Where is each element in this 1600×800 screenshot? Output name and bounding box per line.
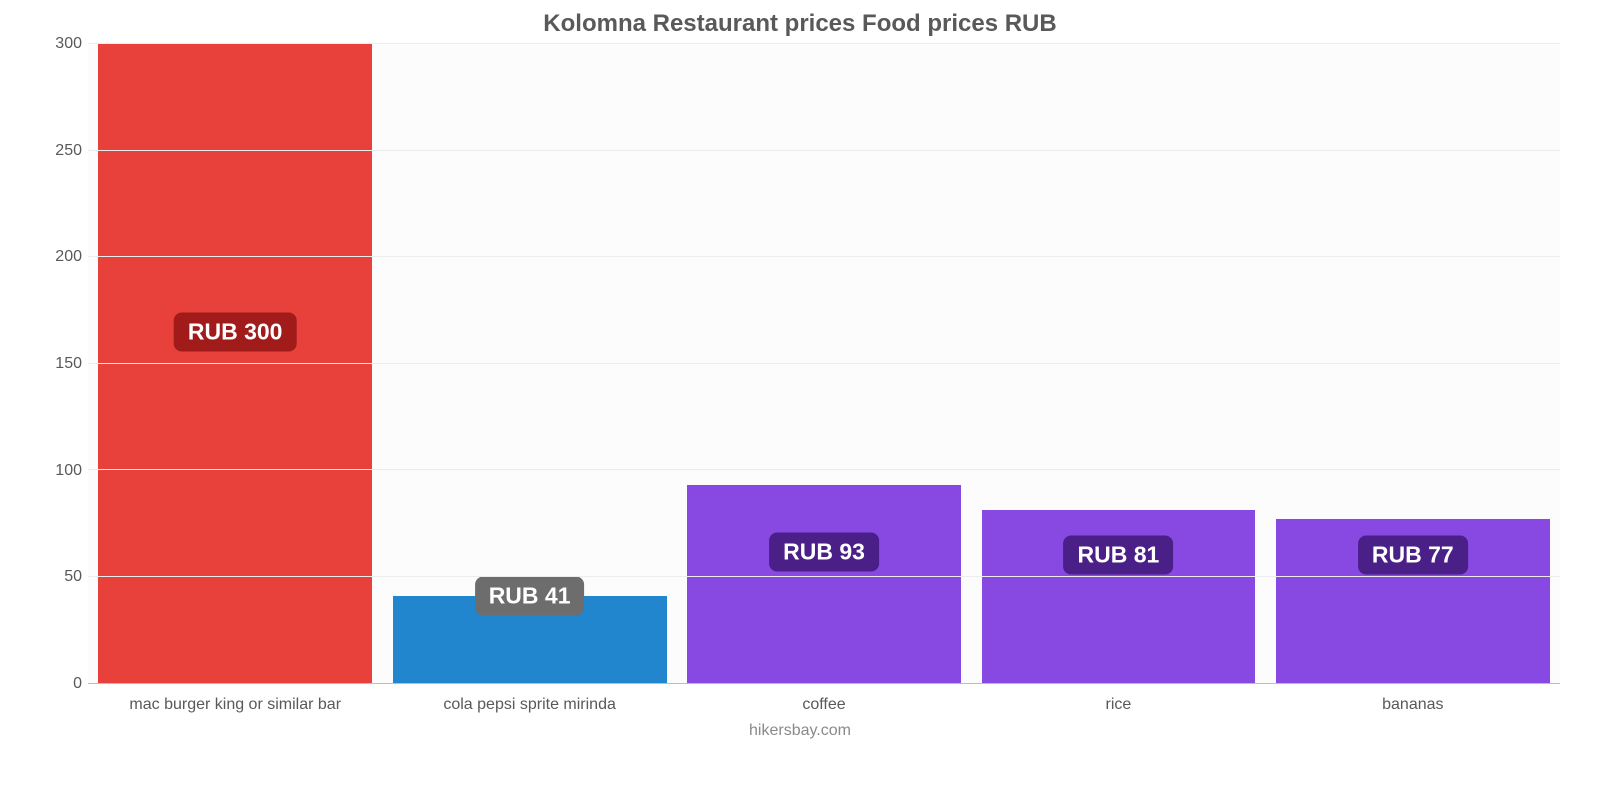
value-badge: RUB 77 (1358, 536, 1468, 575)
plot-area: 050100150200250300 RUB 300RUB 41RUB 93RU… (40, 44, 1560, 684)
y-tick-label: 0 (73, 675, 82, 693)
gridline (88, 256, 1560, 257)
x-axis-labels: mac burger king or similar barcola pepsi… (88, 684, 1560, 714)
y-axis: 050100150200250300 (40, 44, 88, 684)
grid: RUB 300 RUB 41 RUB 93 RUB 81 RUB 77 (88, 44, 1560, 684)
bar-slot: RUB 300 (88, 44, 382, 683)
y-tick-label: 300 (55, 35, 82, 53)
y-tick-label: 150 (55, 355, 82, 373)
value-badge: RUB 81 (1064, 536, 1174, 575)
x-tick-label: bananas (1266, 684, 1560, 714)
x-tick-label: mac burger king or similar bar (88, 684, 382, 714)
value-badge: RUB 300 (174, 312, 297, 351)
gridline (88, 43, 1560, 44)
y-tick-label: 200 (55, 248, 82, 266)
bar-slot: RUB 81 (971, 44, 1265, 683)
x-tick-label: cola pepsi sprite mirinda (382, 684, 676, 714)
bar-slot: RUB 77 (1266, 44, 1560, 683)
y-tick-label: 250 (55, 142, 82, 160)
bar: RUB 81 (982, 510, 1256, 683)
gridline (88, 150, 1560, 151)
y-tick-label: 100 (55, 462, 82, 480)
bar-slot: RUB 41 (382, 44, 676, 683)
gridline (88, 363, 1560, 364)
bar: RUB 300 (98, 44, 372, 683)
bar: RUB 77 (1276, 519, 1550, 683)
bars-layer: RUB 300 RUB 41 RUB 93 RUB 81 RUB 77 (88, 44, 1560, 683)
gridline (88, 576, 1560, 577)
bar-slot: RUB 93 (677, 44, 971, 683)
x-tick-label: rice (971, 684, 1265, 714)
chart-title: Kolomna Restaurant prices Food prices RU… (40, 10, 1560, 38)
gridline (88, 469, 1560, 470)
chart-container: Kolomna Restaurant prices Food prices RU… (0, 0, 1600, 800)
value-badge: RUB 93 (769, 533, 879, 572)
bar: RUB 93 (687, 485, 961, 683)
y-tick-label: 50 (64, 568, 82, 586)
x-tick-label: coffee (677, 684, 971, 714)
value-badge: RUB 41 (475, 576, 585, 615)
bar: RUB 41 (393, 596, 667, 683)
source-text: hikersbay.com (40, 722, 1560, 740)
